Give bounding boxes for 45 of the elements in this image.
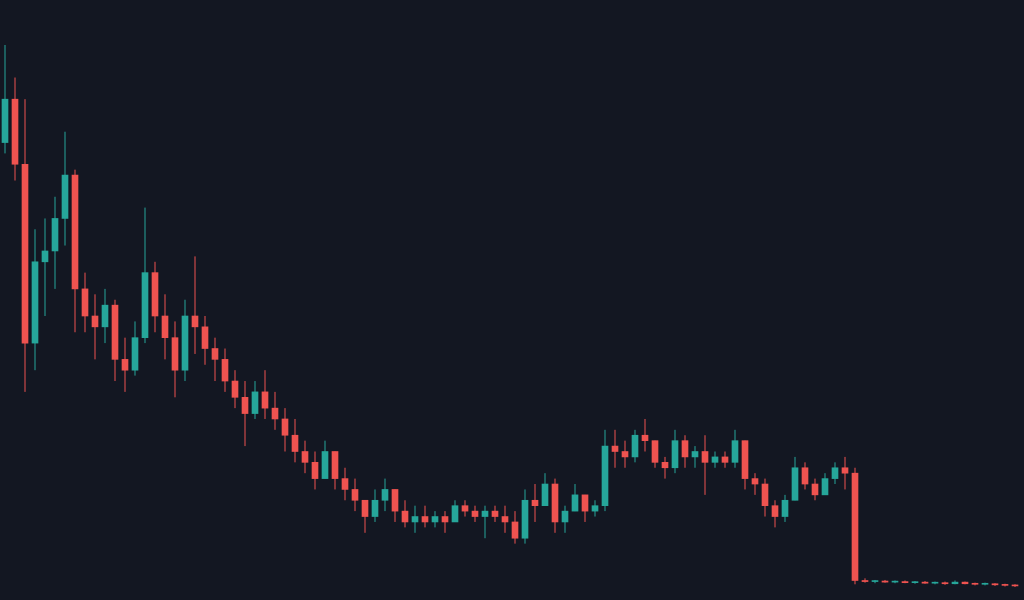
candlestick [341, 467, 349, 501]
candlestick [771, 499, 779, 528]
candlestick [721, 451, 729, 469]
candlestick [481, 505, 489, 539]
candlestick [121, 337, 129, 393]
candlestick [361, 499, 369, 534]
candlestick [511, 510, 519, 545]
candlestick [371, 488, 379, 523]
candlestick [441, 510, 449, 534]
candlestick [211, 337, 219, 382]
candlestick [351, 478, 359, 512]
candlestick [231, 369, 239, 409]
candlestick [861, 577, 869, 584]
candlestick [241, 380, 249, 447]
candlestick [301, 440, 309, 474]
candlestick [641, 418, 649, 452]
candlestick [841, 456, 849, 490]
candlestick [291, 418, 299, 463]
candlestick [281, 407, 289, 452]
candlestick [531, 483, 539, 523]
candlestick [651, 440, 659, 469]
candlestick [381, 478, 389, 512]
candlestick [411, 505, 419, 534]
candlestick [661, 456, 669, 480]
candlestick [491, 505, 499, 523]
candlestick [591, 499, 599, 518]
candlestick [431, 510, 439, 528]
candlestick [681, 434, 689, 469]
candlestick [691, 445, 699, 469]
candlestick [421, 505, 429, 528]
candlestick [311, 451, 319, 490]
candlestick [451, 499, 459, 523]
candlestick [751, 472, 759, 496]
candlestick [711, 451, 719, 469]
candlestick [471, 505, 479, 523]
candlestick [831, 461, 839, 485]
candlestick [621, 440, 629, 469]
candlestick [801, 461, 809, 490]
candlestick [731, 429, 739, 469]
candlestick [501, 505, 509, 534]
candlestick [611, 429, 619, 469]
candlestick [701, 434, 709, 496]
candlestick [821, 472, 829, 496]
candlestick [461, 499, 469, 518]
candlestick [781, 494, 789, 523]
